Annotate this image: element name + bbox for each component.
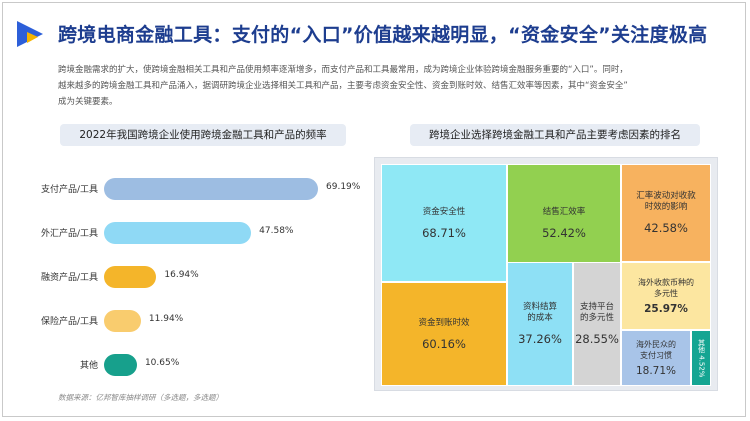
treemap-cell-value: 18.71% — [635, 365, 677, 377]
treemap-cell-value: 28.55% — [575, 332, 619, 346]
treemap-cell-name: 资金安全性 — [422, 206, 466, 217]
treemap-cell: 支持平台 的多元性 28.55% — [573, 262, 621, 386]
bar-category-label: 其他 — [79, 361, 98, 371]
bar-category-label: 保险产品/工具 — [40, 317, 98, 327]
treemap-cell: 汇率波动对收款 时效的影响 42.58% — [621, 164, 711, 262]
bar-value-label: 69.19% — [326, 182, 361, 192]
bar — [104, 178, 318, 200]
bar-category-label: 外汇产品/工具 — [40, 229, 98, 239]
treemap-cell-label: 其他 4.52% — [697, 338, 706, 378]
bar-category-label: 支付产品/工具 — [40, 185, 98, 195]
bar-value-label: 16.94% — [164, 270, 199, 280]
bar-category-label: 融资产品/工具 — [40, 273, 98, 283]
bar-value-label: 11.94% — [148, 314, 184, 324]
bar-value-label: 10.65% — [144, 358, 180, 368]
bar — [104, 354, 137, 376]
bar — [104, 310, 141, 332]
factor-ranking-treemap: 资金安全性 68.71% 资金到账时效 60.16% 结售汇效率 52.42% 汇率波动对收… — [374, 157, 718, 391]
treemap-cell: 资料结算 的成本 37.26% — [507, 262, 573, 386]
intro-text: 跨境金融需求的扩大，使跨境金融相关工具和产品使用频率逐渐增多，而支付产品和工具最… — [58, 62, 718, 110]
slide-frame — [2, 2, 746, 417]
treemap-cell-value: 60.16% — [422, 336, 466, 351]
treemap-cell-value: 42.58% — [644, 221, 688, 235]
brand-logo-icon — [17, 21, 43, 47]
treemap-cell-name: 汇率波动对收款 时效的影响 — [636, 191, 696, 212]
bar-value-label: 47.58% — [259, 226, 294, 236]
intro-line: 跨境金融需求的扩大，使跨境金融相关工具和产品使用频率逐渐增多，而支付产品和工具最… — [58, 65, 628, 75]
bar-chart-label: 2022年我国跨境企业使用跨境金融工具和产品的频率 — [60, 124, 346, 146]
treemap-cell-name: 海外民众的 支付习惯 — [636, 340, 676, 360]
intro-line: 成为关键要素。 — [58, 97, 118, 107]
treemap-cell-value: 68.71% — [422, 225, 466, 240]
treemap-cell-value: 37.26% — [518, 332, 562, 346]
treemap-cell: 资金安全性 68.71% — [381, 164, 507, 282]
treemap-cell-name: 结售汇效率 — [542, 206, 586, 217]
bar — [104, 222, 252, 244]
treemap-cell-value: 25.97% — [644, 303, 688, 315]
treemap-cell: 海外民众的 支付习惯 18.71% — [621, 330, 691, 386]
treemap-cell-name: 支持平台 的多元性 — [579, 302, 614, 323]
treemap-cell-name: 资料结算 的成本 — [522, 302, 557, 323]
treemap-cell: 海外收款币种的 多元性 25.97% — [621, 262, 711, 330]
treemap-cell-name: 海外收款币种的 多元性 — [638, 278, 694, 298]
treemap-cell-value: 52.42% — [542, 225, 586, 240]
intro-line: 越来越多的跨境金融工具和产品涌入，据调研跨境企业选择相关工具和产品，主要考虑资金… — [58, 81, 628, 91]
treemap-cell: 资金到账时效 60.16% — [381, 282, 507, 386]
treemap-label: 跨境企业选择跨境金融工具和产品主要考虑因素的排名 — [410, 124, 700, 146]
bar — [104, 266, 157, 288]
page-title: 跨境电商金融工具：支付的“入口”价值越来越明显，“资金安全”关注度极高 — [58, 24, 708, 46]
treemap-cell: 其他 4.52% — [691, 330, 711, 386]
treemap-cell-name: 资金到账时效 — [418, 317, 470, 328]
data-source: 数据来源：亿邦智库抽样调研（多选题，多选题） — [58, 393, 223, 402]
